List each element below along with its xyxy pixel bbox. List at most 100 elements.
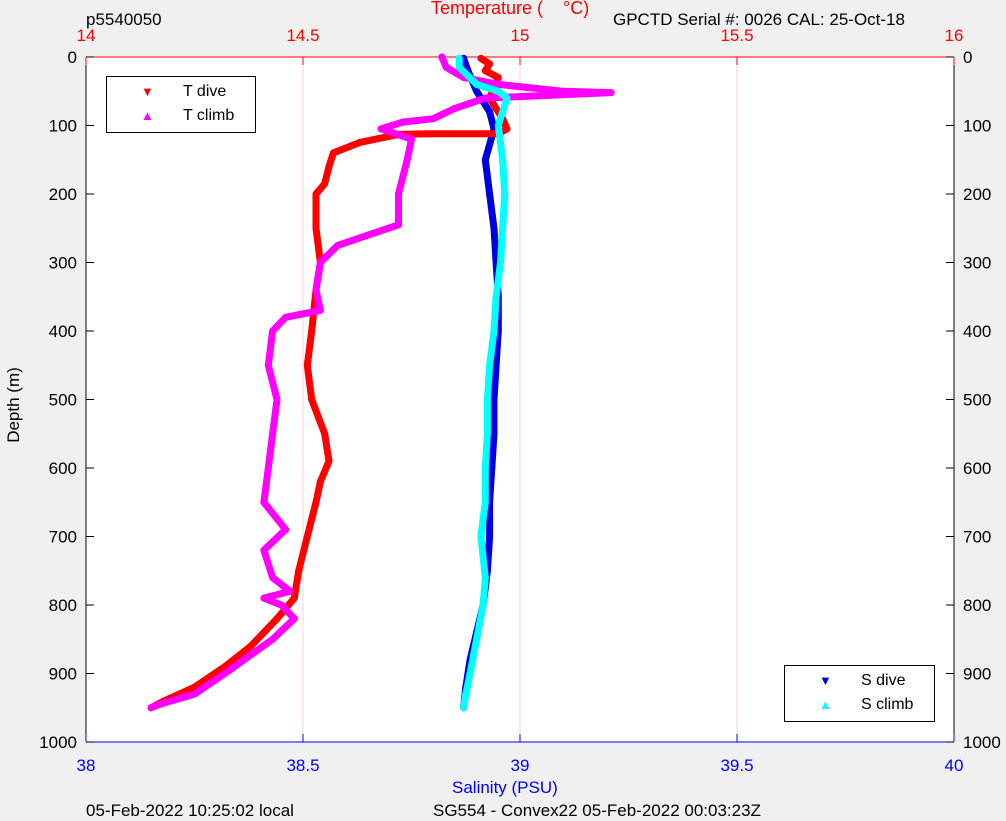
series-t-climb-point [290,615,298,623]
series-s-dive-point [490,396,498,403]
series-s-dive-point [481,156,489,164]
legend-label: S climb [861,696,914,713]
y-tick-label: 300 [49,254,77,273]
series-t-climb-point [438,53,446,61]
series-s-dive-point [486,533,494,540]
series-s-dive-point [486,108,494,116]
y-tick-label: 100 [49,117,77,136]
series-s-climb-point [503,94,511,102]
series-s-climb-point [492,293,500,301]
series-s-climb-point [455,54,463,62]
series-s-climb-point [496,259,504,266]
y-tick-label: 400 [49,322,77,341]
series-t-dive-point [303,533,311,540]
series-t-climb-point [394,190,402,198]
series-t-dive-point [312,224,320,232]
series-t-dive-point [247,642,255,650]
x-bottom-tick-label: 39 [511,756,530,775]
series-t-climb-point [481,94,489,102]
triangle-up-icon: ▲ [819,697,832,712]
series-t-dive-point [355,139,363,147]
series-s-climb-point [481,574,489,582]
series-t-climb-point [316,259,324,266]
x-top-tick-label: 15.5 [720,26,753,45]
triangle-down-icon: ▼ [819,673,832,688]
series-t-climb-point [260,594,268,602]
series-s-climb-point [477,533,485,540]
serial-calibration-text: GPCTD Serial #: 0026 CAL: 25-Oct-18 [613,10,905,29]
series-s-climb-point [455,63,463,71]
series-s-climb-point [499,224,507,232]
series-t-dive-point [295,567,303,575]
footer-local-time: 05-Feb-2022 10:25:02 local [86,801,294,820]
legend-label: S dive [861,672,906,689]
series-s-climb-point [494,87,502,95]
series-t-climb-point [282,526,290,534]
y-tick-label-right: 0 [963,48,972,67]
y-tick-label-right: 500 [963,391,991,410]
series-t-climb-point [286,587,294,595]
series-t-dive-point [308,327,316,335]
x-bottom-tick-label: 39.5 [720,756,753,775]
series-t-climb-point [156,700,164,708]
series-t-climb-point [312,286,320,294]
series-t-dive-point [316,478,324,486]
depth-axis-label: Depth (m) [4,367,23,443]
y-tick-label: 1000 [39,733,77,752]
y-tick-label: 700 [49,528,77,547]
series-t-climb-point [269,574,277,582]
series-t-dive-point [486,60,494,68]
x-top-tick-label: 15 [511,26,530,45]
series-s-climb-point [460,704,468,712]
series-s-climb-point [466,670,474,677]
series-t-climb-point [260,498,268,506]
series-t-climb-point [399,118,407,126]
series-t-climb-point [559,87,567,95]
series-t-climb-point [282,313,290,321]
series-t-dive-point [312,498,320,506]
series-t-climb-point [264,361,272,369]
series-s-climb-point [481,498,489,506]
series-t-dive-point [321,180,329,188]
salinity-legend: ▼ S dive ▲ S climb [784,665,935,722]
series-s-climb-point [473,635,481,643]
series-s-climb-point [494,122,502,129]
series-t-dive-point [494,74,502,82]
y-tick-label-right: 100 [963,117,991,136]
legend-entry-t-climb: ▲ T climb [107,106,255,128]
series-s-dive-point [490,224,498,232]
x-top-tick-label: 16 [945,26,964,45]
series-t-dive-point [303,361,311,369]
series-t-dive-point [503,125,511,133]
legend-label: T climb [183,107,235,124]
series-s-dive-point [490,430,498,438]
series-t-climb-point [316,306,324,314]
profile-id: p5540050 [86,10,162,29]
series-s-dive-point [492,361,500,369]
series-t-climb-point [607,89,615,97]
temperature-label-part1: Temperature ( [431,0,544,18]
series-s-climb-point [499,156,507,164]
x-bottom-tick-label: 38 [77,756,96,775]
series-t-dive-point [481,67,489,75]
y-tick-label-right: 200 [963,185,991,204]
y-tick-label-right: 800 [963,596,991,615]
series-s-climb-point [501,190,509,198]
legend-label: T dive [183,83,227,100]
series-t-climb-point [442,63,450,71]
y-tick-label-right: 700 [963,528,991,547]
series-t-climb-point [394,221,402,229]
temperature-axis-label: Temperature ( °C) [431,0,589,19]
series-s-climb-point [479,601,487,609]
series-t-dive-point [325,163,333,171]
x-bottom-tick-label: 40 [945,756,964,775]
legend-entry-s-climb: ▲ S climb [785,695,934,717]
salinity-axis-label: Salinity (PSU) [452,778,558,797]
temperature-label-part2: °C) [563,0,590,18]
y-tick-label: 600 [49,459,77,478]
series-t-climb-point [191,690,198,698]
footer-mission: SG554 - Convex22 05-Feb-2022 00:03:23Z [433,801,761,820]
series-t-climb-point [264,464,272,472]
y-tick-label: 800 [49,596,77,615]
